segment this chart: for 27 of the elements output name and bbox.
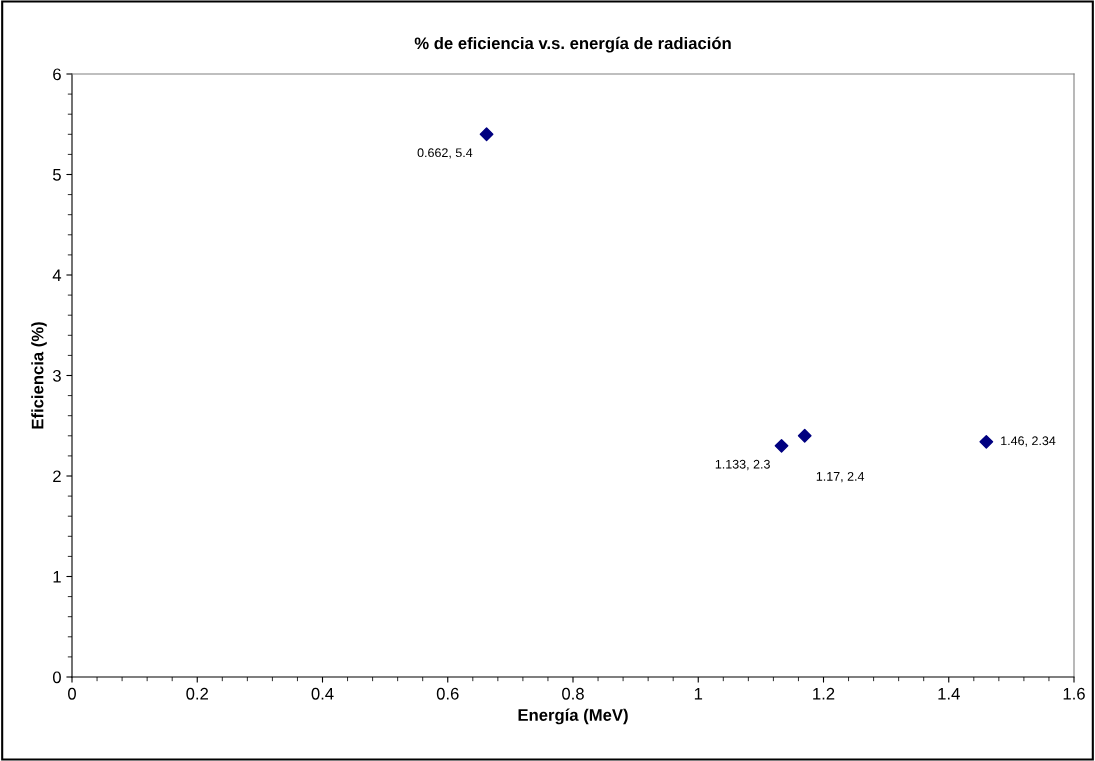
point [979,434,994,449]
y-axis-title: Eficiencia (%) [31,322,47,429]
y-tick-label: 0 [52,671,61,684]
y-tick-label: 2 [53,470,61,483]
x-tick-label: 0.4 [311,687,334,700]
y-tick-label: 1 [53,571,61,583]
data-label: 0.662, 5.4 [417,148,473,159]
x-tick-label: 0.2 [186,687,208,700]
chart-title: % de eficiencia v.s. energía de radiación [414,36,731,53]
x-tick-label: 0.6 [436,687,459,700]
x-tick-label: 1 [694,688,703,700]
x-axis-title: Energía (MeV) [518,708,628,725]
y-tick-label: 4 [52,269,62,282]
x-tick-label: 1.6 [1063,687,1085,700]
x-tick-label: 1.4 [938,688,960,700]
data-label: 1.133, 2.3 [715,459,770,471]
y-tick-label: 5 [52,169,61,181]
x-tick-label: 0.8 [562,687,584,700]
data-label: 1.46, 2.34 [1001,436,1056,447]
data-label: 1.17, 2.4 [816,471,865,483]
point [797,428,812,443]
x-tick-label: 1.2 [813,687,835,700]
y-tick-label: 6 [53,68,61,81]
y-tick-label: 3 [52,369,61,382]
point [774,438,789,453]
x-tick-label: 0 [68,687,76,700]
point [479,127,494,142]
